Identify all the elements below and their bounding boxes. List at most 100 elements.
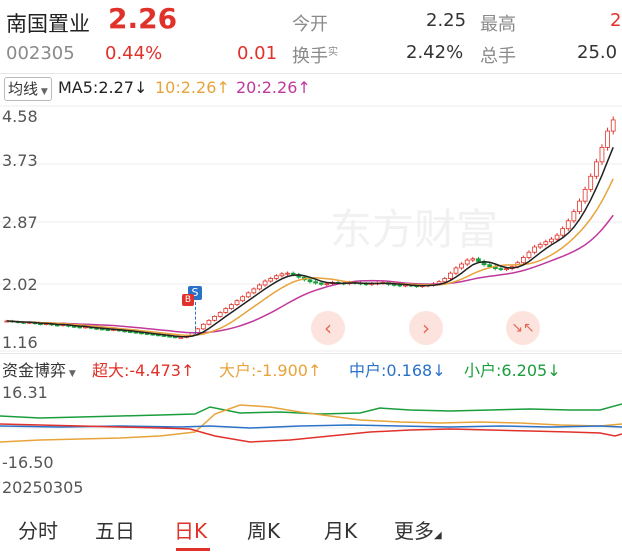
stock-code: 002305 (6, 43, 75, 64)
tab-monthly-k[interactable]: 月K (324, 519, 358, 543)
price-axis-label: 2.87 (2, 213, 38, 232)
candle-body (257, 284, 262, 290)
candle-body (217, 312, 223, 317)
candle-body (262, 280, 268, 286)
turnover-label: 换手实 (292, 42, 338, 68)
candle-body (313, 281, 318, 284)
candle-body (234, 300, 240, 306)
candle-body (307, 279, 313, 283)
candle-body (459, 263, 464, 269)
tab-more-label: 更多 (394, 519, 434, 543)
candle-body (324, 283, 330, 286)
candle-body (582, 188, 588, 202)
tab-more[interactable]: 更多◢ (394, 515, 442, 544)
candle-body (577, 200, 582, 213)
active-tab-indicator (176, 548, 210, 551)
large-flow-line (0, 404, 622, 443)
candle-body (223, 308, 229, 313)
ma20-line (6, 214, 614, 334)
chevron-left-icon: ‹ (324, 316, 332, 340)
date-label: 20250305 (2, 478, 84, 497)
candle-body (504, 268, 509, 271)
turnover-superscript: 实 (328, 47, 338, 58)
candle-body (571, 211, 577, 222)
medium-flow: 中户:0.168↓ (349, 361, 446, 380)
candle-body (397, 284, 403, 287)
candle-body (487, 264, 493, 268)
candle-body (105, 329, 111, 331)
marker-stem (195, 302, 196, 334)
fund-axis-top: 16.31 (2, 383, 48, 402)
candle-body (520, 257, 526, 264)
tab-five-day[interactable]: 五日 (95, 519, 135, 543)
turnover-label-text: 换手 (292, 46, 328, 67)
candle-body (599, 147, 605, 163)
stock-name: 南国置业 (6, 12, 90, 36)
fund-selector[interactable]: 资金博弈 ▼ (2, 357, 76, 381)
chevron-right-icon: › (422, 316, 430, 340)
small-flow: 小户:6.205↓ (464, 361, 561, 380)
open-value: 2.25 (426, 10, 467, 31)
tab-intraday[interactable]: 分时 (18, 519, 58, 543)
small-flow-line (0, 403, 622, 419)
tab-daily-k[interactable]: 日K (174, 519, 208, 543)
candle-body (543, 241, 549, 245)
fund-selector-label: 资金博弈 (2, 361, 67, 380)
candle-body (268, 278, 274, 282)
high-value: 2 (610, 10, 622, 31)
candle-body (526, 251, 532, 258)
scroll-right-button[interactable]: › (409, 311, 443, 345)
candle-body (554, 234, 560, 240)
candle-body (245, 292, 251, 298)
candle-body (549, 238, 554, 243)
candle-body (273, 275, 279, 279)
candle-body (593, 161, 599, 177)
price-axis-label: 2.02 (2, 275, 38, 294)
kline-chart[interactable]: 东方财富 4.58 3.73 2.87 2.02 1.16 (0, 104, 622, 354)
ma5-line (6, 147, 614, 338)
ma-selector[interactable]: 均线 ▼ (4, 77, 52, 101)
collapse-arrows-icon: ↘↖ (511, 320, 535, 336)
candle-body (537, 243, 543, 248)
super-large-flow: 超大:-4.473↑ (92, 361, 195, 380)
large-flow: 大户:-1.900↑ (219, 361, 322, 380)
fund-axis-bottom: -16.50 (2, 453, 54, 472)
candle-body (476, 258, 481, 262)
candle-body (178, 336, 184, 339)
open-label: 今开 (292, 14, 328, 35)
candle-body (290, 272, 296, 275)
candle-body (464, 259, 470, 265)
volume-value: 25.0 (577, 42, 618, 63)
candle-body (565, 220, 571, 230)
price-axis-label: 3.73 (2, 151, 38, 170)
candle-body (77, 326, 83, 329)
candle-body (498, 268, 504, 271)
candle-body (470, 258, 476, 261)
medium-flow-line (0, 424, 622, 429)
price-axis-label: 1.16 (2, 333, 38, 352)
candle-body (448, 272, 453, 279)
tab-weekly-k[interactable]: 周K (247, 519, 281, 543)
change-percent: 0.44% (105, 43, 163, 64)
candle-body (200, 323, 206, 330)
dropdown-caret-icon: ▼ (38, 87, 48, 97)
candle-body (206, 319, 212, 325)
candle-body (285, 272, 290, 275)
candle-body (605, 130, 610, 148)
ma10-value: 10:2.26↑ (155, 78, 230, 97)
high-label: 最高 (480, 14, 516, 35)
buy-marker-badge[interactable]: B (182, 294, 194, 306)
fund-flow-chart[interactable]: 16.31 -16.50 (0, 382, 622, 478)
corner-triangle-icon: ◢ (434, 530, 442, 541)
volume-label: 总手 (480, 46, 516, 67)
candle-body (229, 304, 234, 309)
candle-body (240, 296, 245, 302)
dropdown-caret-icon: ▼ (66, 369, 76, 379)
candle-body (279, 273, 285, 277)
super-large-flow-line (0, 423, 622, 443)
watermark: 东方财富 (330, 205, 498, 254)
candle-body (560, 228, 566, 236)
scroll-left-button[interactable]: ‹ (311, 311, 345, 345)
shrink-chart-button[interactable]: ↘↖ (506, 311, 540, 345)
candle-body (442, 278, 448, 283)
